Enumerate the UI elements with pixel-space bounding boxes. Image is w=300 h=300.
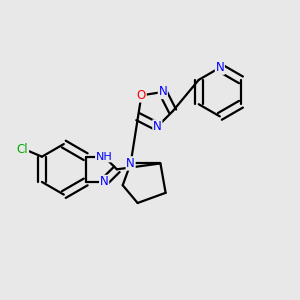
Text: Cl: Cl xyxy=(17,143,28,156)
Text: N: N xyxy=(215,61,224,74)
Text: N: N xyxy=(126,157,135,170)
Text: O: O xyxy=(137,89,146,102)
Text: N: N xyxy=(100,176,109,188)
Text: NH: NH xyxy=(96,152,112,162)
Text: N: N xyxy=(153,120,162,133)
Text: N: N xyxy=(158,85,167,98)
